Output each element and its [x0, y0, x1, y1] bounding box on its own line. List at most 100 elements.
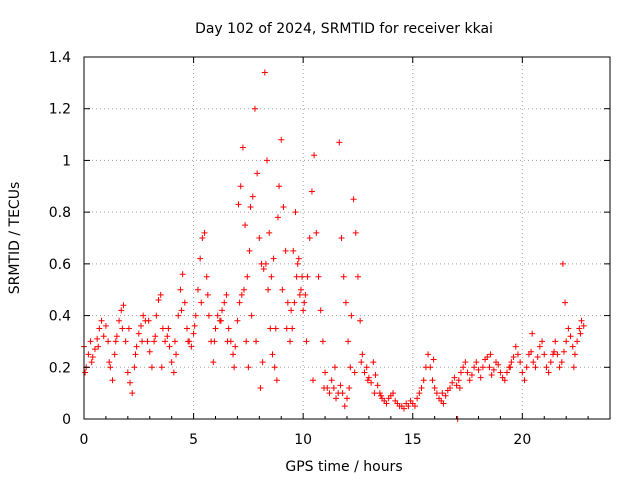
data-point: [153, 312, 160, 319]
data-point: [456, 384, 463, 391]
data-point: [347, 364, 354, 371]
data-point: [118, 307, 125, 314]
data-point: [545, 369, 552, 376]
data-point: [361, 369, 368, 376]
data-point: [262, 260, 269, 267]
data-point: [240, 286, 247, 293]
data-point: [272, 325, 279, 332]
data-point: [129, 390, 136, 397]
data-point: [257, 384, 264, 391]
data-point: [109, 377, 116, 384]
data-point: [291, 299, 298, 306]
data-point: [237, 183, 244, 190]
data-point: [479, 364, 486, 371]
data-point: [552, 338, 559, 345]
data-point: [427, 364, 434, 371]
data-point: [191, 322, 198, 329]
x-axis-label: GPS time / hours: [285, 459, 402, 475]
data-point: [468, 372, 475, 379]
data-point: [113, 333, 120, 340]
data-point: [251, 105, 258, 112]
data-point: [221, 299, 228, 306]
data-point: [268, 273, 275, 280]
y-tick-label: 0.2: [49, 360, 71, 376]
data-point: [345, 338, 352, 345]
data-point: [261, 69, 268, 76]
data-point: [580, 322, 587, 329]
data-point: [120, 302, 127, 309]
x-tick-label: 20: [513, 432, 531, 448]
y-tick-label: 0: [62, 412, 71, 428]
data-point: [570, 364, 577, 371]
data-point: [124, 369, 131, 376]
data-point: [242, 222, 249, 229]
data-point: [364, 377, 371, 384]
data-point: [541, 351, 548, 358]
data-point: [532, 364, 539, 371]
data-point: [133, 343, 140, 350]
data-point: [230, 351, 237, 358]
chart-title: Day 102 of 2024, SRMTID for receiver kka…: [195, 21, 493, 37]
data-point: [457, 369, 464, 376]
data-point: [350, 196, 357, 203]
data-point: [155, 297, 162, 304]
data-point: [139, 338, 146, 345]
data-point: [484, 353, 491, 360]
data-point: [400, 405, 407, 412]
data-point: [192, 312, 199, 319]
data-point: [203, 273, 210, 280]
data-point: [100, 333, 107, 340]
data-point: [107, 364, 114, 371]
data-point: [235, 201, 242, 208]
data-point: [87, 338, 94, 345]
data-point: [551, 348, 558, 355]
data-point: [341, 403, 348, 410]
data-point: [88, 359, 95, 366]
data-point: [372, 372, 379, 379]
data-point: [224, 338, 231, 345]
data-point: [503, 369, 510, 376]
data-point: [411, 403, 418, 410]
data-point: [111, 351, 118, 358]
data-point: [363, 364, 370, 371]
data-point: [574, 338, 581, 345]
data-point: [507, 364, 514, 371]
data-point: [188, 343, 195, 350]
data-point: [171, 338, 178, 345]
data-point: [333, 395, 340, 402]
data-point: [306, 235, 313, 241]
data-point: [151, 338, 158, 345]
data-point: [320, 384, 327, 391]
y-tick-label: 1.2: [49, 102, 71, 118]
data-point: [185, 338, 192, 345]
data-point: [145, 317, 152, 324]
data-point: [157, 291, 164, 298]
data-point: [184, 325, 191, 332]
data-point: [565, 325, 572, 332]
data-point: [159, 325, 166, 332]
data-point: [339, 390, 346, 397]
data-point: [429, 377, 436, 384]
data-point: [560, 348, 567, 355]
data-point: [543, 364, 550, 371]
data-point: [199, 235, 206, 241]
data-point: [442, 392, 449, 399]
data-point: [280, 203, 287, 210]
data-point: [249, 193, 256, 200]
data-point: [198, 299, 205, 306]
data-point: [471, 364, 478, 371]
data-point: [490, 366, 497, 373]
data-point: [211, 338, 218, 345]
data-point: [293, 273, 300, 280]
data-point: [94, 335, 101, 342]
data-point: [292, 209, 299, 216]
data-point: [131, 364, 138, 371]
data-point: [253, 338, 260, 345]
data-point: [204, 291, 211, 298]
data-point: [576, 325, 583, 332]
data-point: [331, 364, 338, 371]
data-point: [125, 325, 132, 332]
data-point: [311, 152, 318, 159]
data-point: [201, 229, 208, 236]
data-point: [132, 351, 139, 358]
